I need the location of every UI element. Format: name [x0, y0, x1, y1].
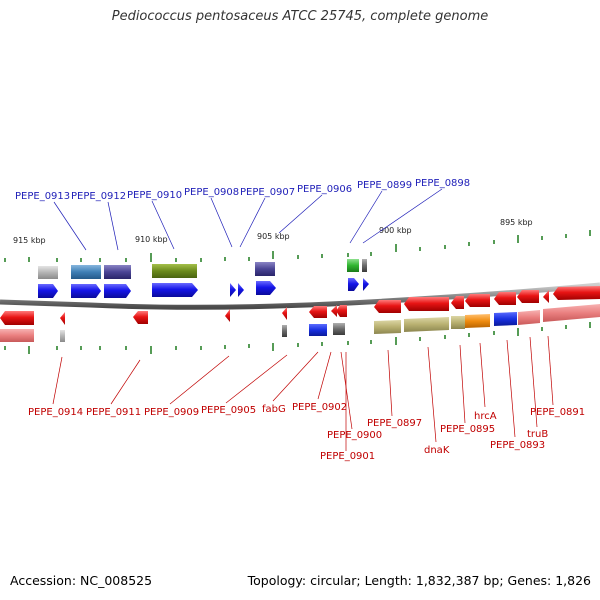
gene-label[interactable]: PEPE_0909 — [144, 407, 199, 418]
gene-arrow[interactable] — [494, 292, 516, 305]
gene-block[interactable] — [451, 316, 465, 329]
gene-block[interactable] — [374, 320, 401, 334]
gene-label[interactable]: PEPE_0913 — [15, 191, 70, 202]
gene-label[interactable]: PEPE_0906 — [297, 184, 352, 195]
scale-label: 905 kbp — [257, 232, 290, 241]
gene-label[interactable]: hrcA — [474, 411, 497, 422]
top-gene-labels: PEPE_0913 PEPE_0912 PEPE_0910 PEPE_0908 … — [15, 178, 470, 202]
topology-text: Topology: circular; Length: 1,832,387 bp… — [247, 573, 591, 588]
reverse-annotation-blocks — [0, 304, 600, 342]
gene-arrow[interactable] — [133, 311, 148, 324]
gene-arrow[interactable] — [331, 305, 337, 317]
gene-arrow[interactable] — [348, 278, 359, 291]
genome-title: Pediococcus pentosaceus ATCC 25745, comp… — [111, 9, 489, 24]
gene-block[interactable] — [60, 330, 65, 342]
gene-block[interactable] — [333, 323, 345, 335]
gene-arrow[interactable] — [225, 309, 230, 322]
gene-arrow[interactable] — [256, 281, 276, 295]
gene-label[interactable]: PEPE_0900 — [327, 430, 382, 441]
gene-block[interactable] — [255, 262, 275, 276]
gene-block[interactable] — [309, 324, 327, 336]
gene-arrow[interactable] — [38, 284, 58, 298]
gene-label[interactable]: PEPE_0907 — [240, 187, 295, 198]
gene-block[interactable] — [347, 259, 359, 272]
gene-arrow[interactable] — [451, 296, 464, 309]
gene-block[interactable] — [404, 317, 449, 332]
gene-label[interactable]: PEPE_0899 — [357, 180, 412, 191]
scale-label: 910 kbp — [135, 235, 168, 244]
gene-label[interactable]: PEPE_0910 — [127, 190, 182, 201]
gene-label[interactable]: PEPE_0911 — [86, 407, 141, 418]
forward-gene-arrows — [38, 278, 369, 298]
gene-block[interactable] — [152, 264, 197, 278]
gene-block[interactable] — [104, 265, 131, 279]
gene-block[interactable] — [518, 310, 540, 325]
gene-block[interactable] — [71, 265, 101, 279]
gene-arrow[interactable] — [104, 284, 131, 298]
gene-label[interactable]: PEPE_0914 — [28, 407, 83, 418]
scale-label: 900 kbp — [379, 226, 412, 235]
accession-text: Accession: NC_008525 — [10, 573, 153, 588]
reverse-gene-arrows — [0, 286, 600, 325]
gene-block[interactable] — [494, 312, 517, 326]
gene-label[interactable]: PEPE_0891 — [530, 407, 585, 418]
forward-annotation-blocks — [38, 259, 367, 279]
gene-label[interactable]: PEPE_0895 — [440, 424, 495, 435]
gene-block[interactable] — [543, 304, 600, 322]
gene-label[interactable]: PEPE_0908 — [184, 187, 239, 198]
gene-arrow[interactable] — [363, 278, 369, 291]
gene-arrow[interactable] — [71, 284, 101, 298]
genome-backbone — [0, 282, 600, 310]
gene-arrow[interactable] — [543, 290, 549, 303]
gene-arrow[interactable] — [465, 294, 490, 307]
gene-block[interactable] — [465, 314, 490, 328]
gene-arrow[interactable] — [404, 297, 449, 311]
gene-label[interactable]: PEPE_0905 — [201, 405, 256, 416]
gene-label[interactable]: fabG — [262, 404, 286, 415]
gene-arrow[interactable] — [374, 300, 401, 313]
gene-arrow[interactable] — [0, 311, 34, 325]
gene-label[interactable]: truB — [527, 429, 548, 440]
gene-label[interactable]: PEPE_0901 — [320, 451, 375, 462]
gene-arrow[interactable] — [282, 307, 287, 320]
gene-block[interactable] — [0, 329, 34, 342]
gene-block[interactable] — [38, 266, 58, 279]
gene-label[interactable]: PEPE_0898 — [415, 178, 470, 189]
bottom-leader-lines — [52, 335, 554, 451]
scale-ticks-top — [4, 230, 591, 262]
gene-arrow[interactable] — [152, 283, 198, 297]
gene-arrow[interactable] — [309, 306, 327, 318]
gene-arrow[interactable] — [238, 283, 244, 297]
top-leader-lines — [53, 188, 443, 251]
bottom-gene-labels: PEPE_0914 PEPE_0911 PEPE_0909 PEPE_0905 … — [28, 402, 585, 462]
gene-block[interactable] — [362, 259, 367, 272]
gene-arrow[interactable] — [60, 312, 65, 325]
gene-arrow[interactable] — [553, 286, 600, 300]
gene-block[interactable] — [282, 325, 287, 337]
gene-label[interactable]: dnaK — [424, 445, 450, 456]
gene-arrow[interactable] — [230, 283, 236, 297]
gene-arrow[interactable] — [336, 305, 347, 317]
gene-label[interactable]: PEPE_0902 — [292, 402, 347, 413]
gene-label[interactable]: PEPE_0912 — [71, 191, 126, 202]
scale-label: 915 kbp — [13, 236, 46, 245]
gene-label[interactable]: PEPE_0897 — [367, 418, 422, 429]
gene-arrow[interactable] — [517, 290, 539, 303]
gene-label[interactable]: PEPE_0893 — [490, 440, 545, 451]
scale-ticks-bottom — [4, 322, 591, 354]
scale-label: 895 kbp — [500, 218, 533, 227]
scale-labels: 915 kbp 910 kbp 905 kbp 900 kbp 895 kbp — [13, 218, 533, 245]
